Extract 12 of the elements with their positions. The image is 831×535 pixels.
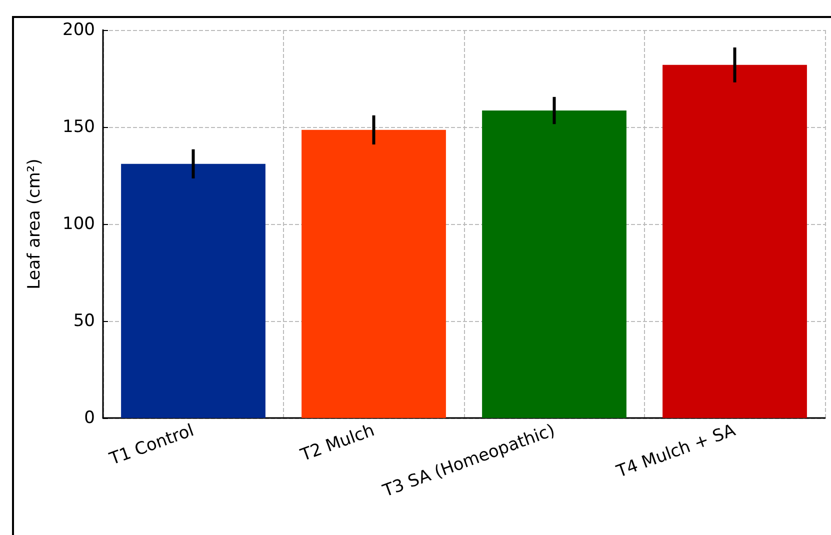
y-tick-label: 200: [62, 20, 95, 40]
y-tick-label: 0: [84, 408, 95, 428]
y-tick-label: 50: [73, 311, 95, 331]
bar: [482, 110, 626, 418]
y-tick-label: 100: [62, 214, 95, 234]
y-axis-title: Leaf area (cm²): [24, 158, 44, 290]
bar: [662, 64, 807, 418]
bar: [302, 130, 446, 418]
x-tick-label: T4 Mulch + SA: [613, 420, 739, 482]
x-tick-label: T2 Mulch: [297, 420, 378, 466]
bar: [121, 164, 266, 418]
y-tick-label: 150: [62, 117, 95, 137]
